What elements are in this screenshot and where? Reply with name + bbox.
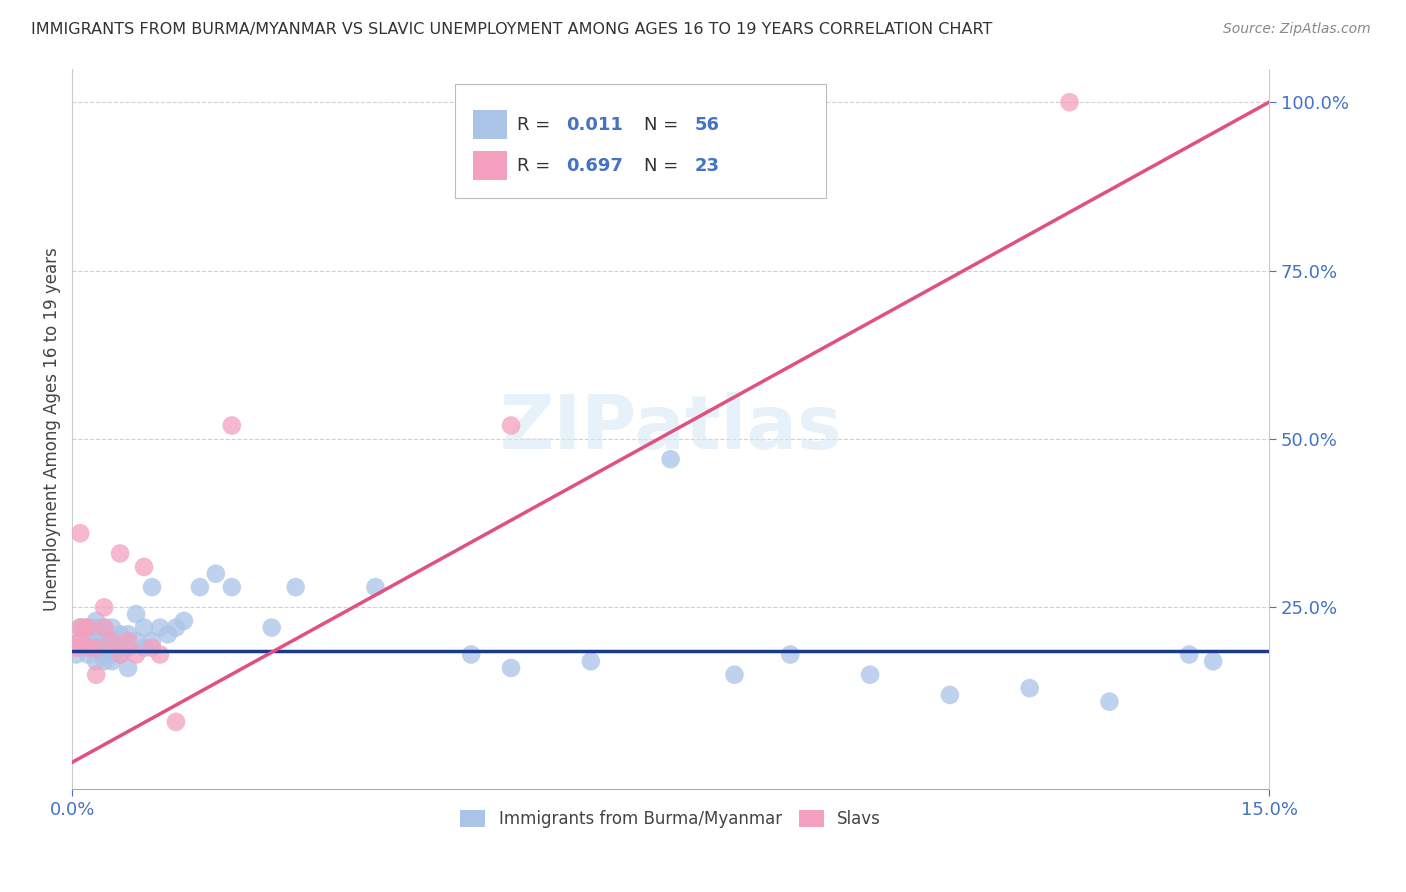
- Point: [77, 621, 100, 635]
- Point: [101, 634, 124, 648]
- Point: [499, 418, 522, 433]
- Text: N =: N =: [644, 116, 685, 134]
- Point: [93, 654, 115, 668]
- Point: [108, 648, 131, 662]
- Point: [499, 661, 522, 675]
- Point: [132, 640, 155, 655]
- Bar: [474, 111, 506, 139]
- Text: R =: R =: [517, 116, 557, 134]
- FancyBboxPatch shape: [456, 85, 827, 198]
- Point: [101, 654, 124, 668]
- Point: [364, 580, 387, 594]
- Point: [84, 614, 107, 628]
- Point: [69, 621, 91, 635]
- Point: [69, 526, 91, 541]
- Point: [84, 640, 107, 655]
- Point: [84, 621, 107, 635]
- Point: [460, 648, 482, 662]
- Point: [221, 418, 243, 433]
- Point: [1018, 681, 1040, 696]
- Point: [149, 621, 172, 635]
- Point: [156, 627, 179, 641]
- Point: [1178, 648, 1201, 662]
- Point: [101, 648, 124, 662]
- Point: [1059, 95, 1081, 110]
- Text: 0.011: 0.011: [567, 116, 623, 134]
- Point: [939, 688, 962, 702]
- Point: [82, 640, 104, 655]
- Text: Source: ZipAtlas.com: Source: ZipAtlas.com: [1223, 22, 1371, 37]
- Point: [659, 452, 682, 467]
- Point: [117, 640, 139, 655]
- Point: [65, 648, 87, 662]
- Point: [1098, 695, 1121, 709]
- Point: [101, 621, 124, 635]
- Point: [141, 580, 163, 594]
- Point: [73, 621, 96, 635]
- Text: 23: 23: [695, 157, 720, 175]
- Point: [93, 640, 115, 655]
- Text: IMMIGRANTS FROM BURMA/MYANMAR VS SLAVIC UNEMPLOYMENT AMONG AGES 16 TO 19 YEARS C: IMMIGRANTS FROM BURMA/MYANMAR VS SLAVIC …: [31, 22, 993, 37]
- Point: [93, 621, 115, 635]
- Point: [93, 621, 115, 635]
- Point: [141, 640, 163, 655]
- Y-axis label: Unemployment Among Ages 16 to 19 years: Unemployment Among Ages 16 to 19 years: [44, 247, 60, 611]
- Point: [723, 667, 745, 681]
- Point: [77, 640, 100, 655]
- Legend: Immigrants from Burma/Myanmar, Slavs: Immigrants from Burma/Myanmar, Slavs: [454, 804, 887, 835]
- Point: [579, 654, 602, 668]
- Point: [1202, 654, 1225, 668]
- Point: [84, 654, 107, 668]
- Point: [165, 621, 187, 635]
- Point: [108, 627, 131, 641]
- Point: [221, 580, 243, 594]
- Point: [84, 634, 107, 648]
- Point: [93, 648, 115, 662]
- Point: [149, 648, 172, 662]
- Point: [188, 580, 211, 594]
- Text: N =: N =: [644, 157, 685, 175]
- Text: R =: R =: [517, 157, 557, 175]
- Point: [125, 634, 148, 648]
- Point: [65, 640, 87, 655]
- Point: [93, 600, 115, 615]
- Text: 56: 56: [695, 116, 720, 134]
- Point: [108, 648, 131, 662]
- Point: [117, 634, 139, 648]
- Bar: [474, 152, 506, 180]
- Point: [132, 560, 155, 574]
- Point: [779, 648, 801, 662]
- Point: [205, 566, 228, 581]
- Point: [108, 640, 131, 655]
- Point: [132, 621, 155, 635]
- Text: 0.697: 0.697: [567, 157, 623, 175]
- Point: [141, 634, 163, 648]
- Point: [93, 634, 115, 648]
- Text: ZIPatlas: ZIPatlas: [499, 392, 842, 466]
- Point: [165, 714, 187, 729]
- Point: [69, 621, 91, 635]
- Point: [73, 640, 96, 655]
- Point: [84, 667, 107, 681]
- Point: [69, 634, 91, 648]
- Point: [117, 661, 139, 675]
- Point: [284, 580, 307, 594]
- Point: [77, 621, 100, 635]
- Point: [77, 634, 100, 648]
- Point: [173, 614, 195, 628]
- Point: [125, 607, 148, 621]
- Point: [77, 648, 100, 662]
- Point: [101, 634, 124, 648]
- Point: [84, 640, 107, 655]
- Point: [859, 667, 882, 681]
- Point: [125, 648, 148, 662]
- Point: [108, 546, 131, 560]
- Point: [69, 634, 91, 648]
- Point: [117, 627, 139, 641]
- Point: [260, 621, 283, 635]
